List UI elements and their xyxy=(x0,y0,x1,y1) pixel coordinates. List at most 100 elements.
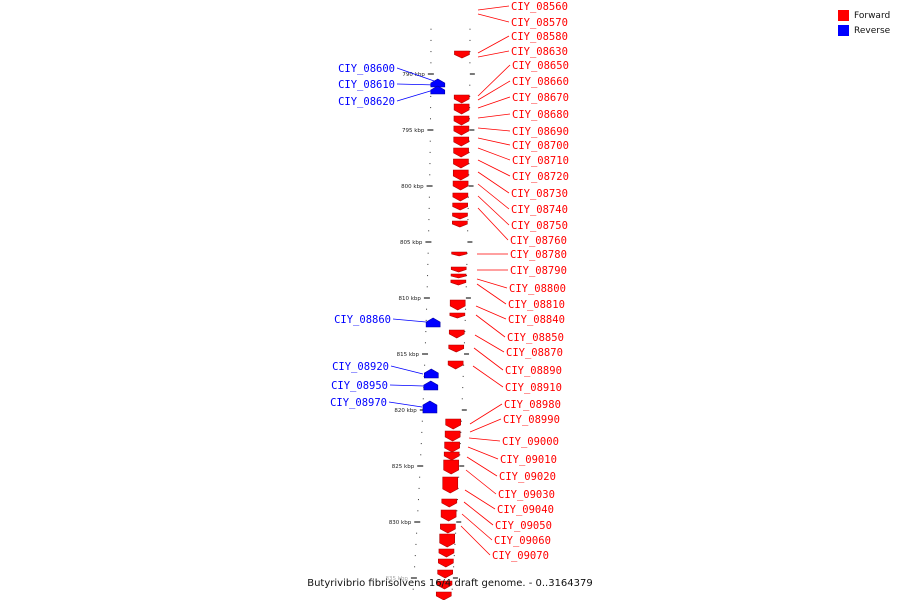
forward-gene-leader xyxy=(477,35,510,54)
forward-gene-leader xyxy=(477,137,511,146)
forward-gene-label: CIY_08890 xyxy=(505,365,562,377)
forward-gene-label: CIY_08690 xyxy=(512,126,569,138)
forward-gene-label: CIY_08980 xyxy=(504,399,561,411)
forward-gene-label: CIY_09010 xyxy=(500,454,557,466)
forward-gene-arrow xyxy=(444,441,460,453)
forward-gene-arrow xyxy=(452,180,469,191)
tick-label: 810 kbp xyxy=(398,296,421,302)
forward-gene-label: CIY_08660 xyxy=(512,76,569,88)
reverse-gene-leader xyxy=(396,83,438,86)
forward-gene-label: CIY_08730 xyxy=(511,188,568,200)
tick-label: 790 kbp xyxy=(402,72,425,78)
forward-gene-label: CIY_08580 xyxy=(511,31,568,43)
reverse-gene-label: CIY_08620 xyxy=(338,96,395,108)
forward-gene-label: CIY_09020 xyxy=(499,471,556,483)
forward-gene-label: CIY_08840 xyxy=(508,314,565,326)
reverse-gene-label: CIY_08950 xyxy=(331,380,388,392)
forward-gene-arrow xyxy=(451,251,467,257)
forward-gene-arrow xyxy=(444,430,461,442)
reverse-gene-label: CIY_08920 xyxy=(332,361,389,373)
forward-gene-label: CIY_08910 xyxy=(505,382,562,394)
forward-gene-leader xyxy=(477,159,511,177)
reverse-gene-arrow xyxy=(422,400,438,414)
forward-gene-arrow xyxy=(436,580,453,590)
reverse-gene-label: CIY_08610 xyxy=(338,79,395,91)
forward-gene-arrow xyxy=(450,279,467,286)
forward-gene-arrow xyxy=(453,125,470,136)
forward-gene-leader xyxy=(464,489,496,510)
forward-gene-label: CIY_09040 xyxy=(497,504,554,516)
reverse-gene-leader xyxy=(389,384,425,387)
forward-gene-label: CIY_08710 xyxy=(512,155,569,167)
legend: Forward Reverse xyxy=(838,8,890,38)
genome-caption: Butyrivibrio fibrisolvens 16/4 draft gen… xyxy=(307,578,593,589)
forward-gene-label: CIY_09050 xyxy=(495,520,552,532)
forward-gene-label: CIY_08720 xyxy=(512,171,569,183)
forward-gene-leader xyxy=(477,147,511,161)
forward-gene-arrow xyxy=(453,103,470,115)
forward-gene-arrow xyxy=(452,169,469,181)
tick-label: 815 kbp xyxy=(397,352,420,358)
legend-forward-label: Forward xyxy=(854,10,891,21)
forward-gene-arrow xyxy=(448,329,465,339)
forward-gene-arrow xyxy=(447,360,464,370)
reverse-gene-leader xyxy=(396,88,438,102)
forward-gene-arrow xyxy=(443,451,460,461)
reverse-gene-label: CIY_08600 xyxy=(338,63,395,75)
forward-gene-arrow xyxy=(440,509,457,522)
forward-gene-label: CIY_08560 xyxy=(511,1,568,13)
tick-label: 820 kbp xyxy=(394,408,417,414)
tick-label: 800 kbp xyxy=(401,184,424,190)
forward-gene-label: CIY_08680 xyxy=(512,109,569,121)
tick-label: 835 kbp xyxy=(385,576,408,582)
forward-gene-label: CIY_09060 xyxy=(494,535,551,547)
tick-label: 830 kbp xyxy=(389,520,412,526)
reverse-gene-arrow xyxy=(423,380,439,391)
forward-gene-arrow xyxy=(440,523,456,534)
legend-forward: Forward xyxy=(838,8,890,23)
reverse-gene-arrow xyxy=(430,85,446,95)
forward-gene-arrow xyxy=(452,202,468,211)
forward-gene-label: CIY_09070 xyxy=(492,550,549,562)
forward-gene-arrow xyxy=(453,94,470,104)
forward-gene-label: CIY_08780 xyxy=(510,249,567,261)
forward-gene-arrow xyxy=(442,476,459,494)
forward-gene-leader xyxy=(477,5,510,11)
reverse-gene-label: CIY_08860 xyxy=(334,314,391,326)
forward-gene-arrow xyxy=(449,299,466,311)
reverse-gene-arrow xyxy=(423,368,439,379)
tick-label: 825 kbp xyxy=(392,464,415,470)
forward-gene-arrow xyxy=(454,50,470,59)
forward-gene-leader xyxy=(469,403,503,425)
forward-gene-leader xyxy=(467,446,499,460)
forward-swatch xyxy=(838,10,849,21)
forward-gene-leader xyxy=(477,195,510,226)
forward-gene-arrow xyxy=(449,312,466,319)
legend-reverse: Reverse xyxy=(838,23,890,38)
forward-gene-leader xyxy=(477,127,511,132)
forward-gene-leader xyxy=(477,171,510,194)
forward-gene-label: CIY_08670 xyxy=(512,92,569,104)
forward-gene-leader xyxy=(476,283,507,305)
forward-gene-leader xyxy=(475,305,507,320)
forward-gene-label: CIY_08870 xyxy=(506,347,563,359)
forward-gene-leader xyxy=(463,501,494,526)
forward-gene-leader xyxy=(477,13,510,23)
forward-gene-arrow xyxy=(453,115,470,126)
reverse-gene-leader xyxy=(390,365,424,375)
forward-gene-arrow xyxy=(452,212,468,220)
forward-gene-arrow xyxy=(438,558,454,568)
forward-gene-leader xyxy=(477,96,511,109)
forward-gene-leader xyxy=(473,347,504,371)
forward-gene-label: CIY_08850 xyxy=(507,332,564,344)
forward-gene-arrow xyxy=(445,418,461,430)
forward-gene-leader xyxy=(477,50,510,58)
forward-gene-arrow xyxy=(453,147,469,158)
forward-gene-arrow xyxy=(435,591,452,600)
forward-gene-leader xyxy=(465,469,497,495)
tick-label: 805 kbp xyxy=(400,240,423,246)
forward-gene-label: CIY_08570 xyxy=(511,17,568,29)
reverse-gene-leader xyxy=(388,401,423,408)
forward-gene-arrow xyxy=(437,569,453,579)
